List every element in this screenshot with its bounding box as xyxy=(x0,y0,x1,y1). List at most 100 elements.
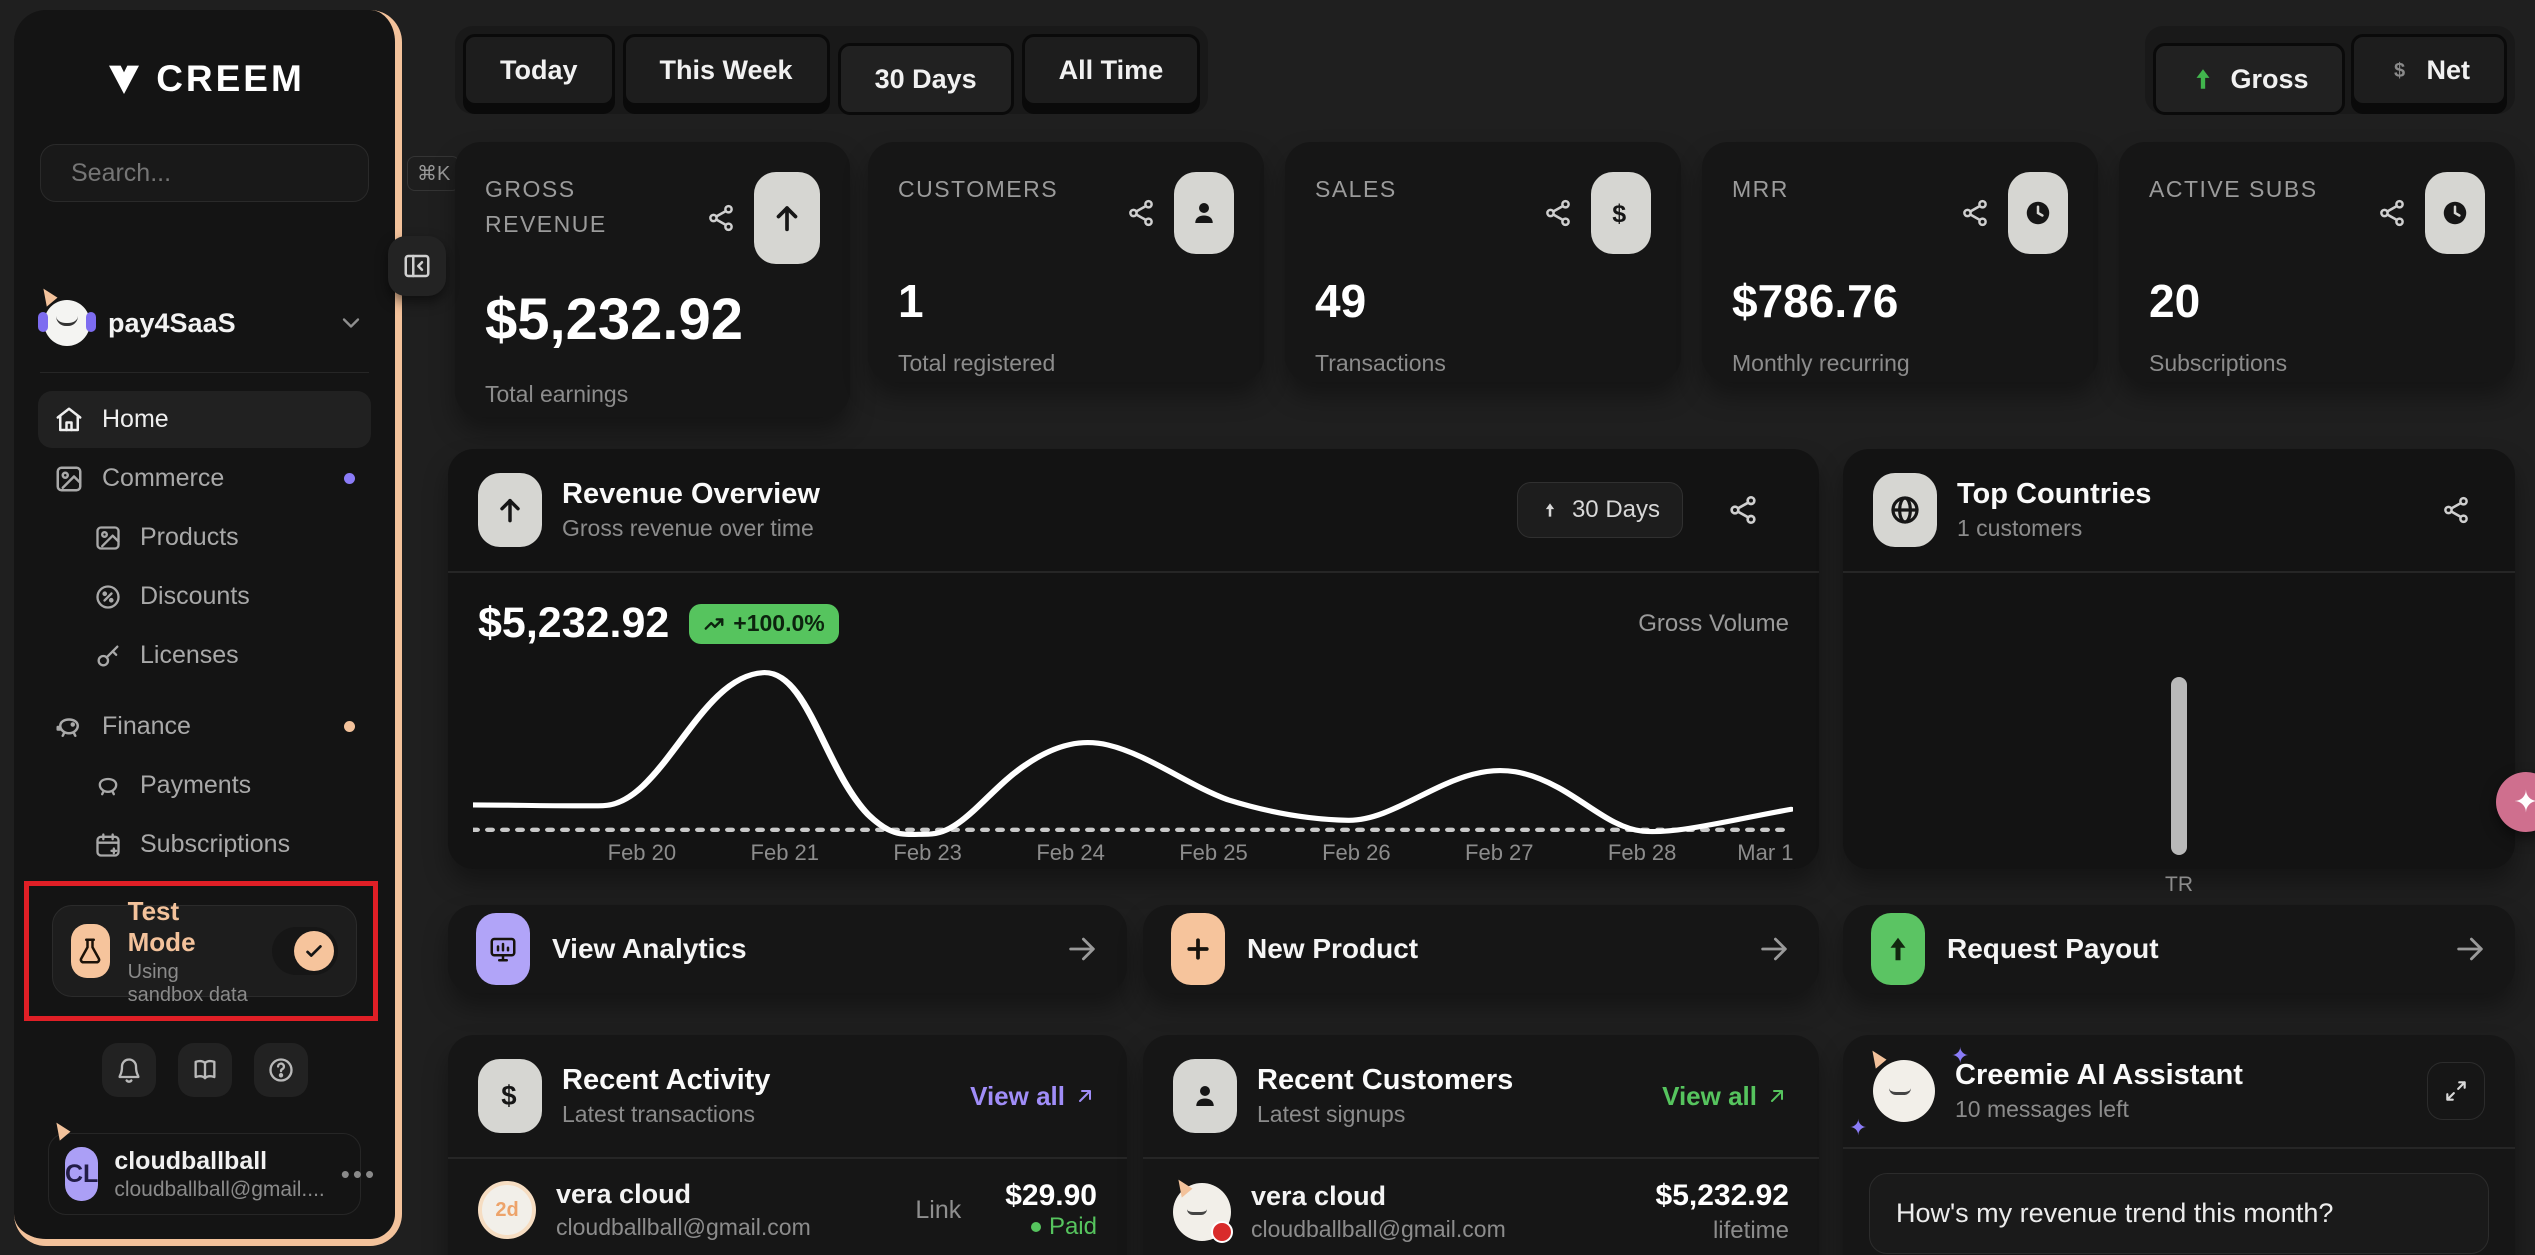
top-countries-card: Top Countries 1 customers TR xyxy=(1843,449,2515,896)
share-icon[interactable] xyxy=(2441,495,2471,525)
customers-icon xyxy=(1174,172,1234,254)
help-button[interactable] xyxy=(253,1043,308,1097)
stat-label: CUSTOMERS xyxy=(898,176,1059,202)
user-menu[interactable]: CL cloudballball cloudballball@gmail....… xyxy=(48,1119,374,1215)
x-tick: Feb 21 xyxy=(750,840,820,865)
view-all-label: View all xyxy=(1662,1080,1757,1111)
sidebar-item-discounts[interactable]: Discounts xyxy=(78,568,371,625)
user-email: cloudballball@gmail.... xyxy=(114,1177,325,1201)
tab-today[interactable]: Today xyxy=(463,34,615,106)
home-icon xyxy=(56,407,82,431)
assistant-suggestion[interactable]: How's my revenue trend this month? xyxy=(1869,1173,2489,1254)
stat-sub: Subscriptions xyxy=(2149,350,2288,376)
new-product-button[interactable]: New Product xyxy=(1143,905,1819,993)
change-badge: +100.0% xyxy=(689,603,839,644)
divider xyxy=(40,372,369,373)
notification-dot xyxy=(344,721,355,732)
customer-row[interactable]: vera cloud cloudballball@gmail.com $5,23… xyxy=(1143,1159,1819,1255)
range-selector-button[interactable]: 30 Days xyxy=(1516,482,1683,538)
stat-card-sales[interactable]: SALES $ 49 Transactions xyxy=(1285,142,1681,382)
arrow-right-icon xyxy=(2457,937,2483,961)
x-tick: Feb 20 xyxy=(607,840,677,865)
expand-button[interactable] xyxy=(2427,1062,2485,1120)
check-icon xyxy=(294,931,334,971)
share-icon[interactable] xyxy=(1960,198,1990,228)
sidebar-item-home[interactable]: Home xyxy=(38,391,371,448)
book-icon xyxy=(194,1059,215,1080)
share-icon[interactable] xyxy=(2377,198,2407,228)
stat-card-customers[interactable]: CUSTOMERS 1 Total registered xyxy=(868,142,1264,382)
share-icon[interactable] xyxy=(1126,198,1156,228)
country-bar-label: TR xyxy=(2165,873,2193,896)
docs-button[interactable] xyxy=(177,1043,232,1097)
sidebar-item-payments[interactable]: Payments xyxy=(78,757,371,814)
globe-icon xyxy=(1873,473,1937,547)
stat-card-mrr[interactable]: MRR $786.76 Monthly recurring xyxy=(1702,142,2098,382)
sidebar-item-subscriptions[interactable]: Subscriptions xyxy=(78,816,371,873)
sidebar-item-commerce[interactable]: Commerce xyxy=(38,450,371,507)
org-switcher[interactable]: pay4SaaS xyxy=(36,285,365,346)
stat-card-active-subs[interactable]: ACTIVE SUBS 20 Subscriptions xyxy=(2119,142,2515,382)
action-label: New Product xyxy=(1247,933,1419,964)
stat-card-gross-revenue[interactable]: GROSS REVENUE $5,232.92 Total earnings xyxy=(455,142,850,417)
test-mode-toggle[interactable] xyxy=(272,927,338,975)
stat-value: 1 xyxy=(898,275,924,327)
country-bar-TR[interactable] xyxy=(2171,677,2187,855)
share-icon[interactable] xyxy=(1727,494,1759,526)
search-box[interactable]: ⌘K xyxy=(40,144,461,202)
revenue-line-chart xyxy=(473,670,1793,838)
gross-button[interactable]: Gross xyxy=(2153,43,2346,115)
divider xyxy=(1143,1157,1819,1159)
x-tick: Mar 1 xyxy=(1737,840,1794,865)
sidebar-item-products[interactable]: Products xyxy=(78,509,371,566)
customer-name: vera cloud xyxy=(1251,1181,1387,1211)
divider xyxy=(448,1157,1127,1159)
stat-label: ACTIVE SUBS xyxy=(2149,176,2318,202)
view-all-link[interactable]: View all xyxy=(1662,1081,1789,1112)
view-all-label: View all xyxy=(970,1080,1065,1111)
x-tick: Feb 28 xyxy=(1607,840,1677,865)
stat-value: $786.76 xyxy=(1732,275,1899,327)
help-circle-icon xyxy=(268,1058,293,1082)
view-analytics-button[interactable]: View Analytics xyxy=(448,905,1127,993)
search-input[interactable] xyxy=(71,158,393,188)
sidebar-nav: Home Commerce Products Discounts License… xyxy=(14,389,395,875)
share-icon[interactable] xyxy=(1543,198,1573,228)
request-payout-button[interactable]: Request Payout xyxy=(1843,905,2515,993)
sidebar-collapse-button[interactable] xyxy=(388,236,446,296)
revenue-icon xyxy=(754,172,820,264)
user-avatar: CL xyxy=(65,1147,99,1201)
share-icon[interactable] xyxy=(706,203,736,233)
more-options-icon[interactable]: ••• xyxy=(340,1158,378,1189)
net-label: Net xyxy=(2426,54,2470,85)
nav-label: Subscriptions xyxy=(140,830,291,858)
stat-label: MRR xyxy=(1732,176,1789,202)
sidebar-item-finance[interactable]: Finance xyxy=(38,698,371,755)
tab-this-week[interactable]: This Week xyxy=(622,34,830,106)
net-button[interactable]: $ Net xyxy=(2351,34,2507,106)
stat-label: SALES xyxy=(1315,176,1397,202)
notifications-button[interactable] xyxy=(101,1043,156,1097)
customer-email: cloudballball@gmail.com xyxy=(1251,1216,1506,1242)
analytics-icon xyxy=(476,913,530,985)
change-value: +100.0% xyxy=(733,610,825,636)
transaction-row[interactable]: 2d vera cloud cloudballball@gmail.com Li… xyxy=(448,1159,1127,1255)
key-icon xyxy=(97,645,119,666)
image-icon xyxy=(96,525,120,550)
tab-30-days[interactable]: 30 Days xyxy=(837,43,1014,115)
payout-arrow-up-icon xyxy=(1871,913,1925,985)
recent-activity-subtitle: Latest transactions xyxy=(562,1101,756,1127)
test-mode-card[interactable]: Test Mode Using sandbox data xyxy=(52,896,357,1006)
chart-total: $5,232.92 xyxy=(478,599,670,647)
test-mode-section: Test Mode Using sandbox data xyxy=(14,881,395,1021)
top-countries-title: Top Countries xyxy=(1957,478,2152,510)
chevron-down-icon xyxy=(342,318,360,328)
sidebar-item-licenses[interactable]: Licenses xyxy=(78,627,371,684)
view-all-link[interactable]: View all xyxy=(970,1081,1097,1112)
creemie-avatar xyxy=(1865,1047,1935,1122)
tab-all-time[interactable]: All Time xyxy=(1021,34,1201,106)
arrow-up-icon xyxy=(1545,503,1555,517)
trending-up-icon xyxy=(704,617,724,630)
clock-icon xyxy=(2425,172,2485,254)
